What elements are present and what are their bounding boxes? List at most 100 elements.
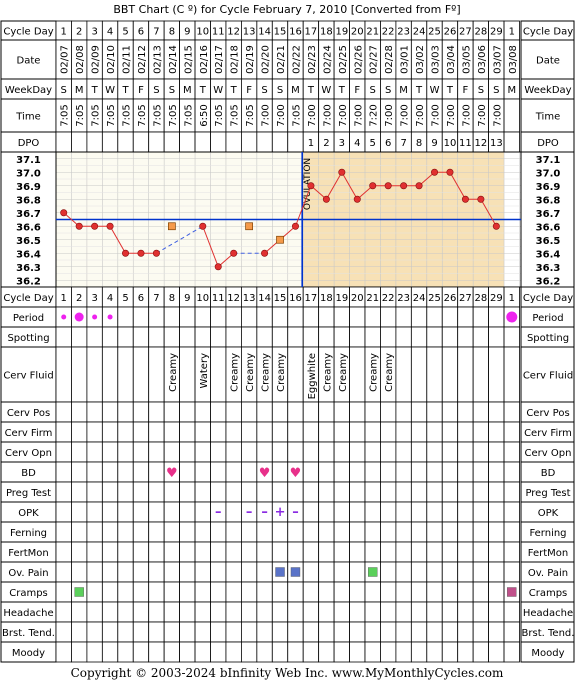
bd-cell [210, 461, 227, 483]
cervical-fluid-entry: Creamy [168, 353, 179, 392]
preg-test-cell [472, 481, 489, 503]
brst-tend-cell [503, 621, 520, 643]
cycle-day-value: 8 [169, 293, 175, 304]
fertmon-cell [364, 541, 381, 563]
brst-tend-cell [148, 621, 165, 643]
headache-cell [179, 601, 196, 623]
cerv-fluid-cell [210, 346, 227, 403]
brst-tend-cell [287, 621, 304, 643]
weekday-value: W [213, 85, 223, 96]
bd-cell [488, 461, 505, 483]
ferning-cell [225, 521, 242, 543]
weekday-value: S [493, 85, 499, 96]
cycle-day-value: 18 [320, 27, 333, 38]
headache-cell [441, 601, 459, 623]
spotting-cell [271, 326, 289, 348]
spotting-cell [380, 326, 397, 348]
temp-point [60, 209, 68, 217]
symptom-marker [275, 567, 285, 577]
bd-label-right: BD [541, 468, 556, 479]
cycle-day-value: 25 [428, 293, 441, 304]
bd-cell [225, 461, 242, 483]
opk-cell [318, 501, 335, 523]
period-cell [410, 306, 428, 328]
period-label-right: Period [532, 313, 563, 324]
date-value: 02/27 [369, 45, 380, 74]
cerv-firm-cell [240, 421, 258, 443]
spotting-cell [426, 326, 443, 348]
date-value: 02/11 [122, 45, 133, 74]
date-value: 02/14 [168, 45, 179, 74]
cerv-opn-cell [71, 441, 88, 463]
moody-cell [457, 641, 474, 663]
cerv-pos-cell [364, 401, 381, 423]
fertmon-label-left: FertMon [8, 548, 48, 559]
date-value: 03/04 [446, 45, 457, 74]
headache-label-left: Headache [3, 608, 53, 619]
headache-cell [364, 601, 381, 623]
headache-cell [349, 601, 366, 623]
cycle-day-value: 18 [320, 293, 333, 304]
time-value: 7:05 [75, 104, 86, 126]
opk-cell [86, 501, 103, 523]
cerv-pos-cell [457, 401, 474, 423]
preg-test-label-right: Preg Test [525, 488, 570, 499]
cycle-day-value: 24 [413, 293, 426, 304]
time-value: 7:05 [168, 104, 179, 126]
headache-cell [395, 601, 412, 623]
opk-cell [364, 501, 381, 523]
ov-pain-cell [318, 561, 335, 583]
ov-pain-cell [55, 561, 72, 583]
ferning-cell [163, 521, 180, 543]
date-value: 03/07 [492, 45, 503, 74]
cycle-day-value: 4 [107, 293, 113, 304]
ov-pain-cell [426, 561, 443, 583]
dpo-cell [210, 131, 227, 153]
cycle-day-value: 26 [444, 293, 457, 304]
preg-test-cell [380, 481, 397, 503]
temp-point [431, 168, 439, 176]
moody-cell [441, 641, 459, 663]
temp-point [75, 222, 83, 230]
headache-cell [55, 601, 72, 623]
ferning-cell [318, 521, 335, 543]
spotting-cell [441, 326, 459, 348]
ov-pain-cell [86, 561, 103, 583]
cervical-fluid-entry: Creamy [276, 353, 287, 392]
dpo-cell [132, 131, 150, 153]
weekday-value: F [463, 85, 469, 96]
dpo-cell [71, 131, 88, 153]
cerv-opn-cell [240, 441, 258, 463]
opk-cell [55, 501, 72, 523]
fertmon-cell [194, 541, 211, 563]
ov-pain-cell [333, 561, 350, 583]
opk-result: – [246, 505, 253, 520]
cerv-opn-cell [163, 441, 180, 463]
cerv-opn-cell [364, 441, 381, 463]
cerv-firm-cell [225, 421, 242, 443]
cerv-fluid-cell [488, 346, 505, 403]
fertmon-cell [225, 541, 242, 563]
cycle-day-value: 6 [138, 293, 144, 304]
period-cell [240, 306, 258, 328]
headache-cell [457, 601, 474, 623]
ferning-cell [287, 521, 304, 543]
cycle-day-value: 16 [289, 293, 302, 304]
dpo-value: 13 [490, 138, 503, 149]
time-value: 7:00 [261, 104, 272, 126]
ferning-cell [148, 521, 165, 543]
weekday-value: W [321, 85, 331, 96]
bd-cell [457, 461, 474, 483]
ov-pain-cell [210, 561, 227, 583]
period-cell [488, 306, 505, 328]
time-value: 7:00 [461, 104, 472, 126]
moody-cell [117, 641, 134, 663]
temp-line-segment [325, 172, 343, 200]
cerv-fluid-cell [503, 346, 520, 403]
brst-tend-cell [410, 621, 428, 643]
cycle-day-value: 13 [243, 293, 256, 304]
cramps-cell [349, 581, 366, 603]
ferning-cell [457, 521, 474, 543]
opk-label-right: OPK [538, 508, 559, 519]
moody-cell [488, 641, 505, 663]
